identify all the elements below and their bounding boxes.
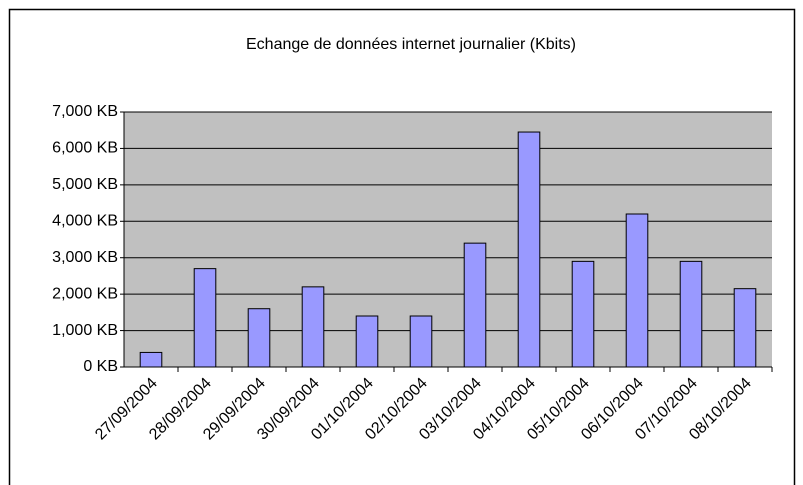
y-tick-label: 4,000 KB xyxy=(52,213,118,230)
y-tick-label: 2,000 KB xyxy=(52,285,118,302)
y-tick-label: 7,000 KB xyxy=(52,103,118,120)
bar xyxy=(517,131,541,368)
bar xyxy=(733,288,757,368)
plot-area xyxy=(124,112,772,367)
bar xyxy=(139,351,163,368)
y-tick-label: 0 KB xyxy=(83,358,118,375)
bar xyxy=(463,242,487,368)
bar xyxy=(409,315,433,368)
bar xyxy=(571,260,595,368)
y-tick-label: 3,000 KB xyxy=(52,249,118,266)
bar xyxy=(625,213,649,368)
bar xyxy=(247,308,271,368)
bar xyxy=(193,268,217,368)
chart-title: Echange de données internet journalier (… xyxy=(246,36,576,53)
bar xyxy=(679,260,703,368)
y-tick-label: 6,000 KB xyxy=(52,140,118,157)
bar xyxy=(301,286,325,368)
bar xyxy=(355,315,379,368)
y-tick-label: 5,000 KB xyxy=(52,176,118,193)
y-tick-label: 1,000 KB xyxy=(52,322,118,339)
